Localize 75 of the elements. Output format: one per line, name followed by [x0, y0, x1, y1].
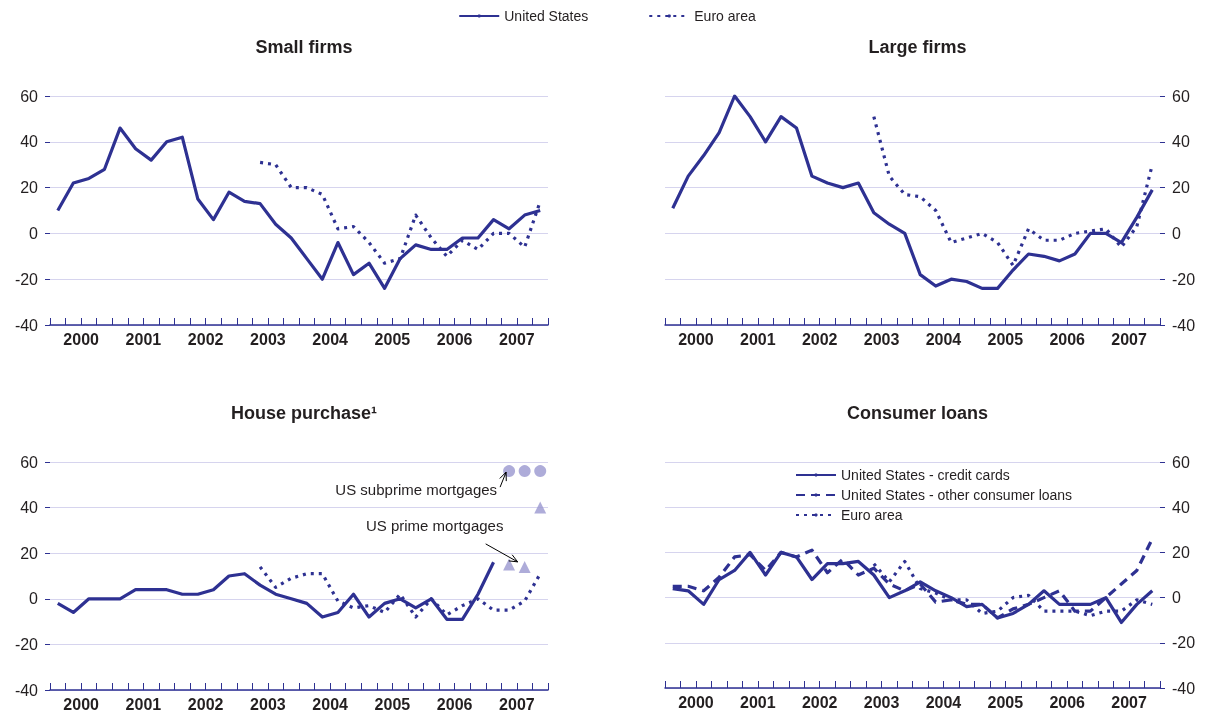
x-tick-label: 2003 [863, 693, 900, 711]
chart-title: Consumer loans [846, 403, 989, 423]
y-tick-label: 20 [1172, 179, 1190, 197]
chart-title: House purchase¹ [230, 403, 378, 423]
x-tick-label: 2004 [312, 330, 349, 348]
legend-label: Euro area [841, 507, 903, 523]
x-tick-label: 2006 [1049, 330, 1086, 348]
x-tick-label: 2001 [125, 330, 162, 348]
x-tick-label: 2000 [63, 330, 100, 348]
x-tick-label: 2004 [925, 693, 962, 711]
line-series [671, 94, 1154, 290]
x-tick-label: 2005 [987, 330, 1024, 348]
y-tick-label: 0 [1172, 224, 1181, 242]
legend-label: Euro area [694, 8, 756, 24]
y-tick-label: 60 [20, 87, 39, 105]
x-tick-label: 2003 [250, 695, 286, 713]
y-tick-label: 20 [20, 544, 39, 562]
x-tick-label: 2007 [499, 330, 535, 348]
point [518, 560, 531, 573]
y-tick-label: 20 [20, 179, 39, 197]
x-tick-label: 2006 [436, 695, 473, 713]
y-tick-label: 60 [1172, 453, 1190, 471]
x-tick-label: 2000 [678, 693, 714, 711]
x-tick-label: 2002 [801, 330, 838, 348]
x-tick-label: 2005 [374, 695, 411, 713]
y-tick-label: -20 [14, 635, 39, 653]
x-tick-label: 2002 [187, 695, 224, 713]
point [518, 465, 531, 478]
x-tick-label: 2003 [250, 330, 286, 348]
y-tick-label: 40 [20, 133, 39, 151]
y-tick-label: 60 [1172, 87, 1190, 105]
legend-label: United States - other consumer loans [841, 487, 1073, 503]
x-tick-label: 2004 [312, 695, 349, 713]
x-tick-label: 2004 [925, 330, 962, 348]
y-tick-label: -20 [14, 270, 39, 288]
chart-title: Large firms [868, 37, 967, 57]
point [534, 465, 547, 478]
x-tick-label: 2001 [740, 330, 776, 348]
y-tick-label: -40 [1172, 316, 1196, 334]
y-tick-label: 40 [1172, 133, 1190, 151]
legend-label: United States - credit cards [841, 467, 1010, 483]
x-tick-label: 2006 [436, 330, 473, 348]
x-tick-label: 2002 [801, 693, 838, 711]
annotation: US prime mortgages [365, 517, 504, 535]
x-tick-label: 2007 [1111, 330, 1147, 348]
x-tick-label: 2002 [187, 330, 224, 348]
x-tick-label: 2001 [125, 695, 162, 713]
y-tick-label: 0 [29, 224, 39, 242]
y-tick-label: -20 [1172, 634, 1196, 652]
x-tick-label: 2003 [863, 330, 900, 348]
annotation: US subprime mortgages [335, 480, 498, 498]
chart-title: Small firms [255, 37, 353, 57]
y-tick-label: 0 [1172, 589, 1181, 607]
y-tick-label: -40 [1172, 679, 1196, 697]
point [534, 501, 547, 514]
legend-label: United States [504, 8, 589, 24]
x-tick-label: 2001 [740, 693, 776, 711]
x-tick-label: 2000 [678, 330, 714, 348]
point [503, 558, 516, 571]
x-tick-label: 2000 [63, 695, 100, 713]
line-series [56, 126, 542, 290]
x-tick-label: 2005 [374, 330, 411, 348]
y-tick-label: -40 [14, 316, 39, 334]
point [503, 465, 516, 478]
x-tick-label: 2005 [987, 693, 1024, 711]
y-tick-label: 20 [1172, 543, 1190, 561]
x-tick-label: 2006 [1049, 693, 1086, 711]
y-tick-label: 0 [29, 590, 39, 608]
x-tick-label: 2007 [1111, 693, 1147, 711]
y-tick-label: 40 [1172, 498, 1190, 516]
y-tick-label: -20 [1172, 270, 1196, 288]
y-tick-label: 40 [20, 499, 39, 517]
y-tick-label: 60 [20, 453, 39, 471]
x-tick-label: 2007 [499, 695, 535, 713]
y-tick-label: -40 [14, 681, 39, 699]
